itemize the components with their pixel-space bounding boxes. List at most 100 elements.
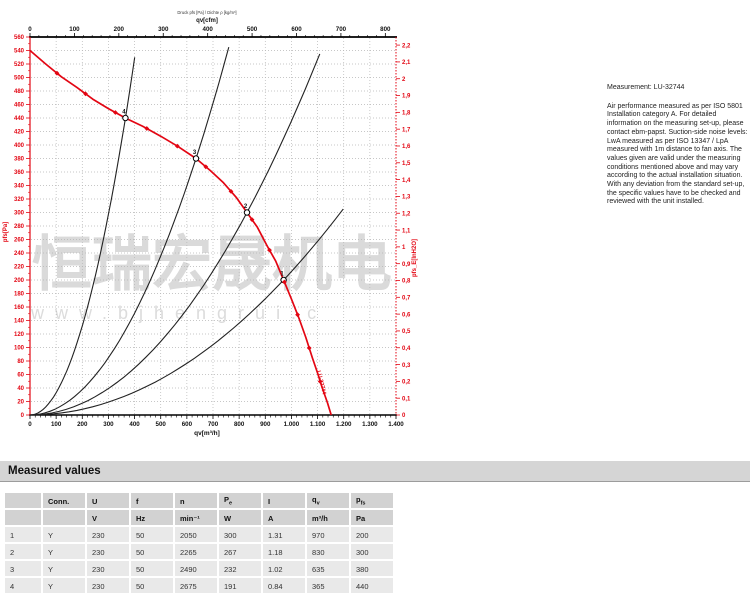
svg-text:900: 900 bbox=[260, 421, 271, 428]
svg-text:400: 400 bbox=[203, 26, 214, 33]
table-cell: 50 bbox=[131, 561, 173, 576]
svg-text:160: 160 bbox=[14, 305, 25, 311]
column-header: n bbox=[175, 493, 217, 508]
svg-text:60: 60 bbox=[17, 373, 24, 379]
svg-text:140: 140 bbox=[14, 319, 25, 325]
svg-text:280: 280 bbox=[14, 224, 25, 230]
svg-text:1,5: 1,5 bbox=[402, 161, 411, 167]
svg-text:0: 0 bbox=[28, 421, 32, 428]
svg-text:0,8: 0,8 bbox=[402, 279, 411, 285]
table-cell: 3 bbox=[5, 561, 41, 576]
axis-top: 0 100 200 300 400 500 600 700 800 Druck pfs [Pa] … bbox=[28, 10, 391, 37]
table-cell: 970 bbox=[307, 527, 349, 542]
svg-text:1,2: 1,2 bbox=[402, 211, 411, 217]
table-cell: 50 bbox=[131, 544, 173, 559]
table-cell: 365 bbox=[307, 578, 349, 593]
svg-text:100: 100 bbox=[51, 421, 62, 428]
svg-text:4: 4 bbox=[122, 110, 126, 116]
measurement-note: Measurement: LU-32744 Air performance me… bbox=[607, 84, 749, 207]
table-row: 2 Y 230 50 2265 267 1.18 830 300 bbox=[5, 544, 393, 559]
column-header: pfs bbox=[351, 493, 393, 508]
svg-text:1.000: 1.000 bbox=[284, 421, 300, 428]
table-cell: 230 bbox=[87, 527, 129, 542]
axis-top-title-small: Druck pfs [Pa] / Dichte ρ [kg/m³] bbox=[177, 10, 236, 15]
svg-text:1.400: 1.400 bbox=[388, 421, 404, 428]
svg-text:0,4: 0,4 bbox=[402, 346, 411, 352]
svg-text:0,1: 0,1 bbox=[402, 396, 411, 402]
svg-text:480: 480 bbox=[14, 89, 25, 95]
watermark-cn-text: 恒瑞宏晟机电 bbox=[32, 231, 392, 298]
svg-text:200: 200 bbox=[114, 26, 125, 33]
axis-bottom: 0 100 200 300 400 500 600 700 800 900 1.000 1.100 1.… bbox=[28, 415, 404, 437]
column-unit bbox=[5, 510, 41, 525]
svg-text:40: 40 bbox=[17, 386, 24, 392]
table-cell: 2 bbox=[5, 544, 41, 559]
svg-text:700: 700 bbox=[336, 26, 347, 33]
svg-text:400: 400 bbox=[14, 143, 25, 149]
svg-text:260: 260 bbox=[14, 238, 25, 244]
column-unit: Pa bbox=[351, 510, 393, 525]
svg-text:0: 0 bbox=[402, 413, 406, 419]
measurement-id: Measurement: LU-32744 bbox=[607, 84, 685, 91]
svg-text:800: 800 bbox=[380, 26, 391, 33]
table-row: 1 Y 230 50 2050 300 1.31 970 200 bbox=[5, 527, 393, 542]
table-cell: 0.84 bbox=[263, 578, 305, 593]
column-unit: min⁻¹ bbox=[175, 510, 217, 525]
measurement-note-text: Air performance measured as per ISO 5801… bbox=[607, 102, 748, 206]
svg-text:0: 0 bbox=[21, 413, 25, 419]
column-header: Pe bbox=[219, 493, 261, 508]
column-header: I bbox=[263, 493, 305, 508]
svg-text:1: 1 bbox=[280, 272, 284, 278]
table-cell: 1.02 bbox=[263, 561, 305, 576]
table-cell: 1 bbox=[5, 527, 41, 542]
svg-text:220: 220 bbox=[14, 265, 25, 271]
svg-text:700: 700 bbox=[208, 421, 219, 428]
svg-text:2: 2 bbox=[244, 204, 248, 210]
column-header: U bbox=[87, 493, 129, 508]
table-cell: 830 bbox=[307, 544, 349, 559]
svg-text:560: 560 bbox=[14, 35, 25, 41]
svg-text:300: 300 bbox=[103, 421, 114, 428]
svg-text:380: 380 bbox=[14, 157, 25, 163]
column-header bbox=[5, 493, 41, 508]
table-cell: 2050 bbox=[175, 527, 217, 542]
gridlines bbox=[31, 38, 395, 414]
fan-curve-label: LU-32744 bbox=[315, 370, 327, 396]
table-cell: 230 bbox=[87, 578, 129, 593]
table-cell: 230 bbox=[87, 544, 129, 559]
svg-text:1,1: 1,1 bbox=[402, 228, 411, 234]
svg-text:360: 360 bbox=[14, 170, 25, 176]
table-cell: 200 bbox=[351, 527, 393, 542]
svg-text:0,3: 0,3 bbox=[402, 363, 411, 369]
table-cell: 300 bbox=[351, 544, 393, 559]
table-row: 4 Y 230 50 2675 191 0.84 365 440 bbox=[5, 578, 393, 593]
table-cell: 232 bbox=[219, 561, 261, 576]
svg-text:1.200: 1.200 bbox=[336, 421, 352, 428]
svg-text:500: 500 bbox=[247, 26, 258, 33]
svg-text:100: 100 bbox=[14, 346, 25, 352]
svg-text:340: 340 bbox=[14, 184, 25, 190]
svg-text:0,9: 0,9 bbox=[402, 262, 411, 268]
axis-right-label: pfs_E[InH2O] bbox=[412, 239, 418, 277]
column-unit: Hz bbox=[131, 510, 173, 525]
table-cell: 191 bbox=[219, 578, 261, 593]
svg-text:80: 80 bbox=[17, 359, 24, 365]
svg-text:440: 440 bbox=[14, 116, 25, 122]
fan-curve bbox=[29, 49, 333, 416]
svg-text:0,7: 0,7 bbox=[402, 296, 411, 302]
svg-text:500: 500 bbox=[156, 421, 167, 428]
svg-text:1,3: 1,3 bbox=[402, 195, 411, 201]
svg-text:600: 600 bbox=[291, 26, 302, 33]
axis-left-label: pfs[Pa] bbox=[3, 222, 9, 242]
svg-text:0,6: 0,6 bbox=[402, 312, 411, 318]
svg-text:460: 460 bbox=[14, 103, 25, 109]
column-unit: W bbox=[219, 510, 261, 525]
svg-text:540: 540 bbox=[14, 49, 25, 55]
svg-text:1.300: 1.300 bbox=[362, 421, 378, 428]
svg-text:600: 600 bbox=[182, 421, 193, 428]
axis-left: 0 20 40 60 80 100 120 140 160 180 200 220 240 260 280 3… bbox=[3, 35, 30, 419]
